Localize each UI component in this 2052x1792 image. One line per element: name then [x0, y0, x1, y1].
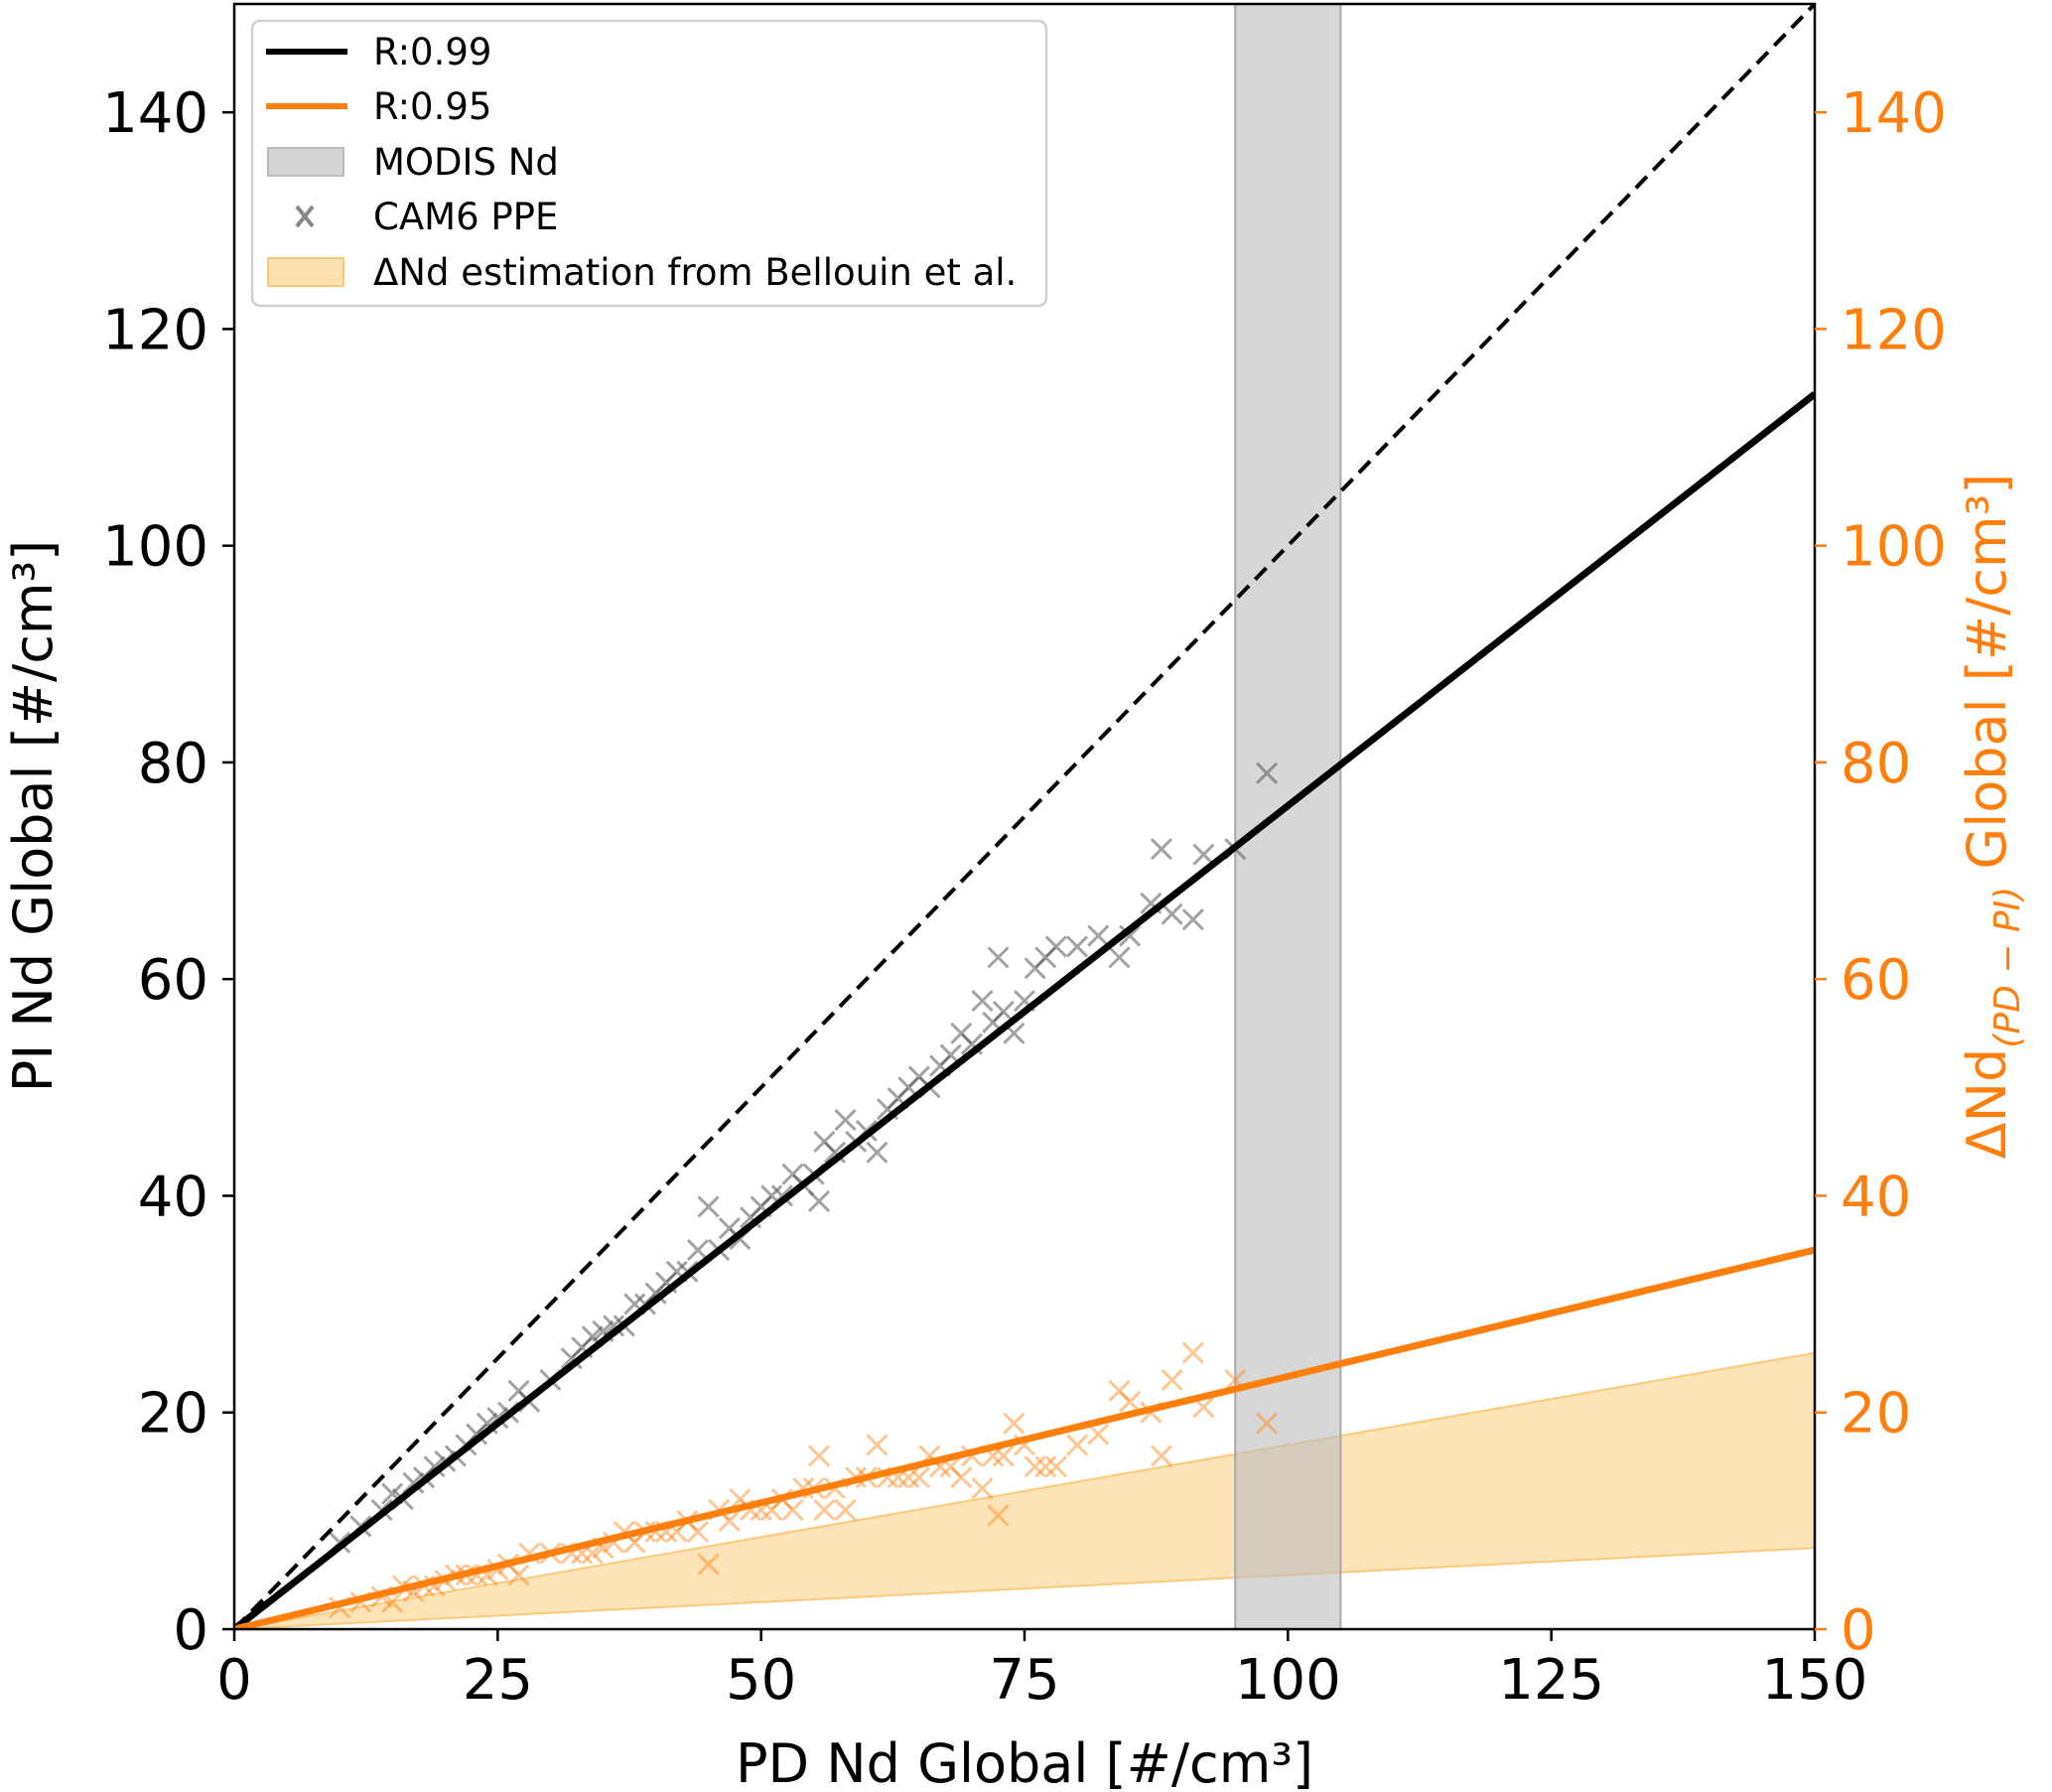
delta-point	[686, 1520, 710, 1543]
delta-point	[1256, 1412, 1279, 1435]
pi-point	[402, 1471, 425, 1494]
y-tick-label-left: 120	[102, 298, 208, 362]
delta-point	[781, 1498, 804, 1522]
svg-text:R:0.99: R:0.99	[373, 31, 491, 73]
delta-point	[866, 1434, 889, 1456]
delta-point	[1108, 1379, 1131, 1402]
delta-point	[950, 1466, 973, 1489]
y-axis-label-left: PI Nd Global [#/cm³]	[2, 540, 65, 1092]
svg-text:ΔNd estimation from Bellouin e: ΔNd estimation from Bellouin et al.	[373, 251, 1017, 294]
x-tick-label: 125	[1498, 1648, 1604, 1713]
pi-point	[686, 1238, 710, 1262]
delta-point	[1034, 1455, 1057, 1478]
delta-point	[1087, 1423, 1110, 1446]
pi-point	[697, 1195, 720, 1218]
one-to-one-line	[234, 4, 1815, 1629]
svg-text:CAM6 PPE: CAM6 PPE	[373, 196, 558, 238]
pi-point	[1119, 924, 1142, 947]
delta-point	[1181, 1341, 1204, 1364]
pi-point	[1108, 946, 1131, 969]
y-tick-label-right: 80	[1841, 732, 1911, 796]
delta-point	[507, 1564, 530, 1586]
x-tick-label: 25	[463, 1648, 533, 1713]
y-tick-label-right: 120	[1841, 298, 1947, 362]
delta-point	[907, 1466, 930, 1489]
delta-point	[987, 1504, 1010, 1527]
legend-item-bellouin: ΔNd estimation from Bellouin et al.	[267, 251, 1017, 294]
pi-point	[987, 946, 1010, 969]
legend-item-modis: MODIS Nd	[267, 141, 559, 184]
plot-area	[234, 4, 1815, 1629]
pi-fit-line	[234, 391, 1815, 1629]
delta-point	[1044, 1455, 1067, 1478]
delta-point	[971, 1477, 994, 1500]
delta-fit-line	[234, 1246, 1815, 1629]
delta-point	[1003, 1412, 1026, 1435]
y-tick-label-right: 60	[1841, 948, 1911, 1013]
x-tick-label: 75	[989, 1648, 1059, 1713]
ticks: 0 25 50 75 100 125 150020406080100120140020406…	[102, 81, 1947, 1713]
pi-point	[1066, 935, 1089, 958]
svg-text:R:0.95: R:0.95	[373, 85, 491, 128]
pi-point	[823, 1141, 847, 1164]
legend-item-cam6: CAM6 PPE	[295, 196, 558, 238]
pi-point	[603, 1314, 625, 1337]
x-tick-label: 0	[216, 1648, 252, 1713]
delta-point	[1150, 1445, 1173, 1467]
delta-point	[1161, 1368, 1183, 1392]
bellouin-band	[234, 1351, 1815, 1629]
pi-point	[1161, 902, 1183, 925]
modis-band	[1234, 4, 1342, 1629]
pi-point	[1044, 935, 1067, 958]
pi-point	[866, 1141, 889, 1164]
svg-text:MODIS Nd: MODIS Nd	[373, 141, 559, 184]
x-tick-label: 100	[1235, 1648, 1341, 1713]
pi-point	[423, 1455, 446, 1478]
pi-point	[834, 1109, 857, 1132]
y-tick-label-right: 140	[1841, 81, 1947, 146]
x-tick-label: 50	[726, 1648, 796, 1713]
pi-point	[1150, 838, 1173, 861]
y-tick-label-left: 20	[138, 1382, 208, 1447]
y-tick-label-right: 100	[1841, 515, 1947, 580]
y-tick-label-left: 80	[138, 732, 208, 796]
delta-point	[807, 1445, 831, 1467]
pi-point	[1256, 761, 1279, 784]
delta-point	[1066, 1434, 1089, 1456]
delta-point	[834, 1498, 857, 1522]
y-tick-label-right: 0	[1841, 1598, 1876, 1663]
delta-point	[813, 1498, 836, 1522]
y-axis-label-right: ΔNd(PD − PI) Global [#/cm³]	[1956, 474, 2028, 1160]
delta-point	[1119, 1390, 1142, 1413]
delta-point	[697, 1553, 720, 1576]
pi-point	[1181, 908, 1204, 931]
y-tick-label-left: 0	[173, 1598, 208, 1663]
x-tick-label: 150	[1762, 1648, 1868, 1713]
pi-point	[1087, 924, 1110, 947]
legend-item-fit-pi: R:0.99	[266, 31, 491, 73]
legend: R:0.99 R:0.95 MODIS Nd CAM6 PPE ΔNd esti…	[250, 19, 1048, 308]
y-tick-label-left: 40	[138, 1165, 208, 1229]
y-tick-label-left: 60	[138, 948, 208, 1013]
pi-point	[807, 1189, 831, 1212]
y-tick-label-right: 20	[1841, 1382, 1911, 1447]
pi-point	[971, 989, 994, 1013]
x-axis-label: PD Nd Global [#/cm³]	[736, 1732, 1313, 1792]
legend-item-fit-delta: R:0.95	[266, 85, 491, 128]
y-tick-label-left: 140	[102, 81, 208, 146]
pi-point	[1192, 843, 1215, 866]
delta-point	[1024, 1455, 1046, 1478]
pi-point	[992, 1000, 1015, 1024]
y-tick-label-right: 40	[1841, 1165, 1911, 1229]
y-tick-label-left: 100	[102, 515, 208, 580]
